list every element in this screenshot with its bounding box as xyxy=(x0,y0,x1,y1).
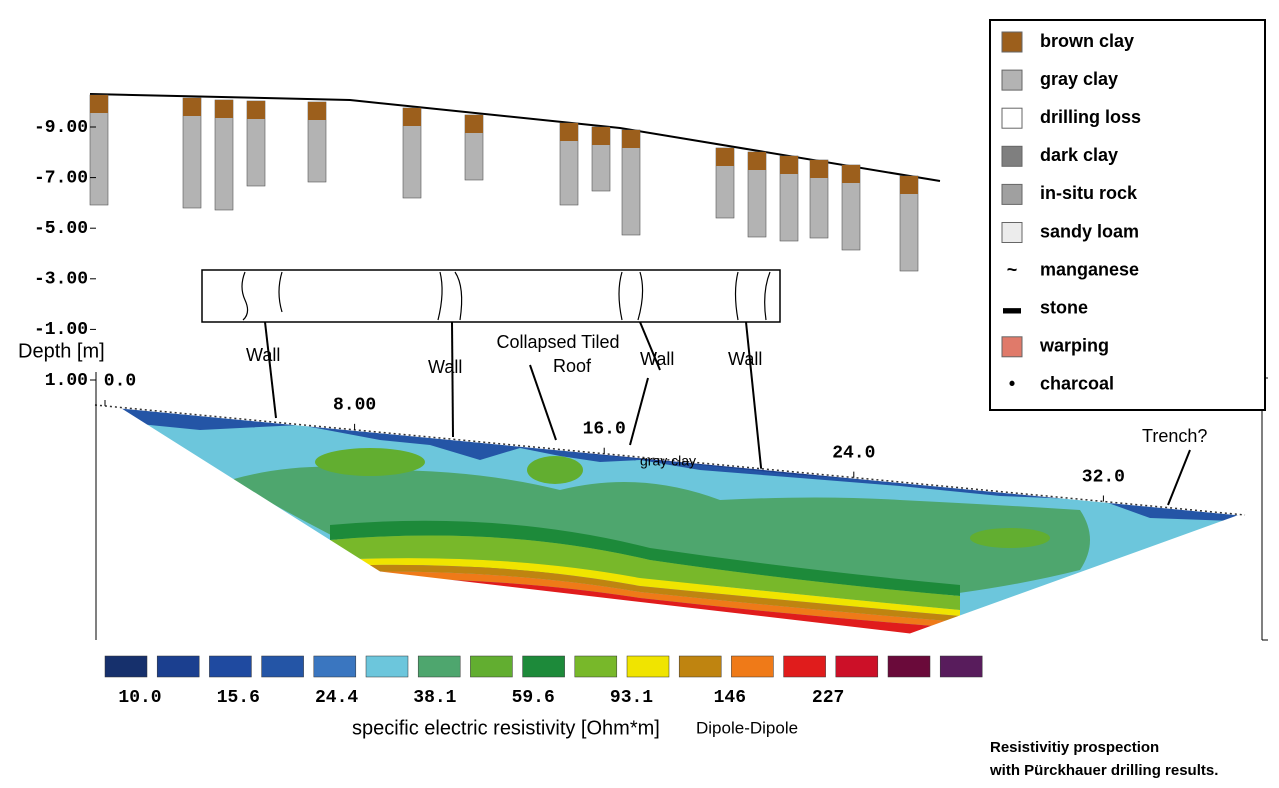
core-top xyxy=(90,95,108,113)
scale-swatch xyxy=(157,656,199,677)
legend-label: dark clay xyxy=(1040,145,1118,165)
scale-swatch xyxy=(679,656,721,677)
legend-swatch xyxy=(1002,223,1022,243)
distance-tick-label: 32.0 xyxy=(1082,467,1125,487)
legend-swatch xyxy=(1002,146,1022,166)
scale-swatch xyxy=(523,656,565,677)
core-top xyxy=(215,100,233,118)
core-top xyxy=(900,176,918,194)
scale-swatch xyxy=(940,656,982,677)
resistivity-section xyxy=(100,380,1260,660)
core-top xyxy=(592,127,610,145)
right-axis xyxy=(1262,378,1268,640)
core-top xyxy=(403,108,421,126)
core-top xyxy=(622,130,640,148)
scale-method: Dipole-Dipole xyxy=(696,718,798,737)
depth-tick-label: -5.00 xyxy=(34,219,88,239)
scale-swatch xyxy=(888,656,930,677)
scale-swatch xyxy=(418,656,460,677)
scale-label: 24.4 xyxy=(315,688,358,708)
excavation-box xyxy=(202,270,780,322)
distance-tick-label: 16.0 xyxy=(583,419,626,439)
core-top xyxy=(183,98,201,116)
core-top xyxy=(716,148,734,166)
roof-label: Collapsed Tiled xyxy=(496,332,619,352)
scale-title: specific electric resistivity [Ohm*m] xyxy=(352,717,660,739)
scale-label: 15.6 xyxy=(217,688,260,708)
legend-swatch xyxy=(1002,108,1022,128)
core-top xyxy=(780,156,798,174)
distance-tick-label: 24.0 xyxy=(832,443,875,463)
legend-label: charcoal xyxy=(1040,374,1114,394)
roof-label: Roof xyxy=(553,356,592,376)
caption: with Pürckhauer drilling results. xyxy=(989,762,1218,779)
core-top xyxy=(810,160,828,178)
legend-symbol: ▬ xyxy=(1003,297,1021,317)
core-top xyxy=(842,165,860,183)
scale-swatch xyxy=(366,656,408,677)
trench-label: Trench? xyxy=(1142,426,1207,446)
scale-label: 93.1 xyxy=(610,688,653,708)
wall-label: Wall xyxy=(728,349,762,369)
scale-swatch xyxy=(731,656,773,677)
depth-tick-label: 1.00 xyxy=(45,371,88,391)
scale-swatch xyxy=(314,656,356,677)
wall-label: Wall xyxy=(246,345,280,365)
scale-swatch xyxy=(836,656,878,677)
depth-tick-label: -3.00 xyxy=(34,270,88,290)
core-top xyxy=(465,115,483,133)
core-top xyxy=(308,102,326,120)
legend-label: brown clay xyxy=(1040,31,1134,51)
wall-label: Wall xyxy=(428,357,462,377)
scale-swatch xyxy=(784,656,826,677)
legend-box xyxy=(990,20,1265,410)
legend-label: in-situ rock xyxy=(1040,183,1138,203)
depth-tick-label: -9.00 xyxy=(34,118,88,138)
depth-tick-label: -7.00 xyxy=(34,168,88,188)
scale-swatch xyxy=(262,656,304,677)
figure: Depth [m] Wall Wall Wall Wall Collapsed … xyxy=(0,0,1279,783)
core-top xyxy=(748,152,766,170)
scale-swatch xyxy=(627,656,669,677)
caption: Resistivitiy prospection xyxy=(990,739,1159,756)
core-top xyxy=(247,101,265,119)
scale-swatch xyxy=(105,656,147,677)
legend-label: warping xyxy=(1039,336,1109,356)
legend-symbol: • xyxy=(1009,374,1015,394)
legend-swatch xyxy=(1002,337,1022,357)
scale-label: 38.1 xyxy=(413,688,456,708)
legend-label: sandy loam xyxy=(1040,221,1139,241)
legend-label: stone xyxy=(1040,297,1088,317)
legend-swatch xyxy=(1002,32,1022,52)
wall-label: Wall xyxy=(640,349,674,369)
layer-label: gray clay xyxy=(640,453,696,469)
scale-swatch xyxy=(575,656,617,677)
scale-label: 59.6 xyxy=(512,688,555,708)
legend-swatch xyxy=(1002,70,1022,90)
scale-label: 10.0 xyxy=(118,688,161,708)
distance-tick-label: 8.00 xyxy=(333,396,376,416)
legend-swatch xyxy=(1002,184,1022,204)
depth-tick-label: -1.00 xyxy=(34,320,88,340)
legend-symbol: ~ xyxy=(1007,259,1018,279)
distance-tick-label: 0.0 xyxy=(104,372,136,392)
drill-cores xyxy=(90,95,918,271)
core-top xyxy=(560,123,578,141)
legend-label: drilling loss xyxy=(1040,107,1141,127)
depth-axis-title: Depth [m] xyxy=(18,340,105,362)
legend-label: gray clay xyxy=(1040,69,1118,89)
scale-label: 146 xyxy=(714,688,746,708)
scale-swatch xyxy=(209,656,251,677)
scale-swatch xyxy=(470,656,512,677)
legend-label: manganese xyxy=(1040,259,1139,279)
scale-label: 227 xyxy=(812,688,844,708)
